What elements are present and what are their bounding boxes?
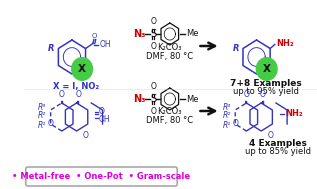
Text: O: O bbox=[268, 131, 273, 140]
Circle shape bbox=[256, 57, 278, 81]
Text: R³: R³ bbox=[38, 102, 46, 112]
Text: OH: OH bbox=[100, 40, 111, 49]
Text: N₃: N₃ bbox=[133, 29, 146, 39]
Text: O: O bbox=[59, 90, 65, 99]
Text: 7+8 Examples: 7+8 Examples bbox=[230, 78, 302, 88]
Text: R²: R² bbox=[223, 112, 231, 121]
Circle shape bbox=[71, 57, 93, 81]
Text: X: X bbox=[263, 64, 271, 74]
Text: O: O bbox=[150, 107, 156, 116]
Text: 4 Examples: 4 Examples bbox=[249, 139, 307, 147]
Text: X = I, NO₂: X = I, NO₂ bbox=[53, 83, 99, 91]
Text: • Metal-free  • One-Pot  • Gram-scale: • Metal-free • One-Pot • Gram-scale bbox=[12, 172, 191, 181]
Text: S: S bbox=[150, 29, 156, 39]
Text: DMF, 80 °C: DMF, 80 °C bbox=[146, 115, 193, 125]
Text: Me: Me bbox=[186, 94, 199, 104]
Text: O: O bbox=[150, 42, 156, 51]
Text: O: O bbox=[243, 90, 249, 99]
Text: O: O bbox=[92, 33, 97, 39]
Text: DMF, 80 °C: DMF, 80 °C bbox=[146, 51, 193, 60]
Text: R²: R² bbox=[38, 112, 46, 121]
Text: O: O bbox=[75, 90, 81, 99]
Text: O: O bbox=[83, 131, 89, 140]
Text: Me: Me bbox=[186, 29, 199, 39]
Text: OH: OH bbox=[99, 115, 110, 123]
Text: O: O bbox=[260, 90, 266, 99]
Text: up to 85% yield: up to 85% yield bbox=[245, 147, 311, 156]
Text: O: O bbox=[99, 108, 105, 116]
Text: S: S bbox=[150, 94, 156, 104]
Text: X: X bbox=[78, 64, 86, 74]
Text: R: R bbox=[48, 44, 55, 53]
Text: K₂CO₃: K₂CO₃ bbox=[158, 108, 182, 116]
Text: NH₂: NH₂ bbox=[277, 39, 294, 48]
Text: R¹: R¹ bbox=[38, 121, 46, 129]
Text: R: R bbox=[233, 44, 239, 53]
Text: O: O bbox=[150, 82, 156, 91]
Text: O: O bbox=[48, 119, 54, 128]
Text: K₂CO₃: K₂CO₃ bbox=[158, 43, 182, 53]
Text: R¹: R¹ bbox=[223, 121, 231, 129]
Text: NH₂: NH₂ bbox=[285, 109, 303, 119]
Text: O: O bbox=[232, 119, 238, 128]
Text: N₃: N₃ bbox=[133, 94, 146, 104]
FancyBboxPatch shape bbox=[26, 167, 177, 186]
Text: R³: R³ bbox=[223, 102, 231, 112]
Text: up to 95% yield: up to 95% yield bbox=[233, 88, 299, 97]
Text: O: O bbox=[150, 17, 156, 26]
